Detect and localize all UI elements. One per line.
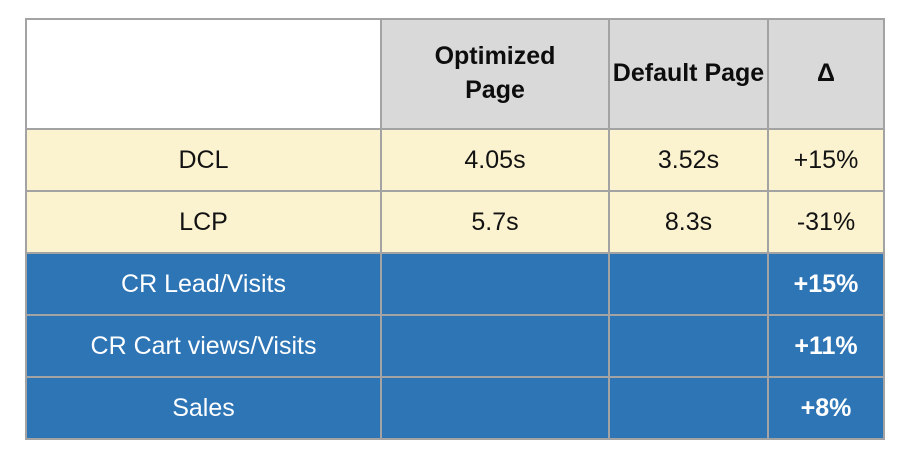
col-header-optimized-page: Optimized Page: [380, 18, 610, 130]
corner-cell: [25, 18, 382, 130]
cell-cr-cart-views-visits-delta: +11%: [767, 314, 885, 378]
cell-dcl-default: 3.52s: [608, 128, 769, 192]
cell-dcl-delta: +15%: [767, 128, 885, 192]
header-row: Optimized Page Default Page Δ: [25, 18, 885, 130]
row-label-cr-lead-visits: CR Lead/Visits: [25, 252, 382, 316]
col-header-optimized-page-label: Optimized Page: [434, 42, 556, 104]
cell-cr-lead-visits-delta: +15%: [767, 252, 885, 316]
cell-cr-lead-visits-default: [608, 252, 769, 316]
col-header-default-page: Default Page: [608, 18, 769, 130]
row-label-dcl: DCL: [25, 128, 382, 192]
cell-lcp-default: 8.3s: [608, 190, 769, 254]
row-label-cr-cart-views-visits: CR Cart views/Visits: [25, 314, 382, 378]
cell-dcl-optimized: 4.05s: [380, 128, 610, 192]
cell-cr-cart-views-visits-default: [608, 314, 769, 378]
cell-lcp-optimized: 5.7s: [380, 190, 610, 254]
table-row-cr-cart-views-visits: CR Cart views/Visits +11%: [25, 314, 885, 378]
table-row-dcl: DCL 4.05s 3.52s +15%: [25, 128, 885, 192]
metrics-table-container: Optimized Page Default Page Δ DCL 4.05s …: [25, 18, 885, 440]
cell-lcp-delta: -31%: [767, 190, 885, 254]
row-label-lcp: LCP: [25, 190, 382, 254]
cell-cr-cart-views-visits-optimized: [380, 314, 610, 378]
table-row-sales: Sales +8%: [25, 376, 885, 440]
col-header-delta: Δ: [767, 18, 885, 130]
metrics-table: Optimized Page Default Page Δ DCL 4.05s …: [25, 18, 885, 440]
cell-sales-default: [608, 376, 769, 440]
table-row-cr-lead-visits: CR Lead/Visits +15%: [25, 252, 885, 316]
cell-sales-delta: +8%: [767, 376, 885, 440]
table-row-lcp: LCP 5.7s 8.3s -31%: [25, 190, 885, 254]
cell-sales-optimized: [380, 376, 610, 440]
row-label-sales: Sales: [25, 376, 382, 440]
col-header-default-page-label: Default Page: [612, 59, 765, 88]
cell-cr-lead-visits-optimized: [380, 252, 610, 316]
